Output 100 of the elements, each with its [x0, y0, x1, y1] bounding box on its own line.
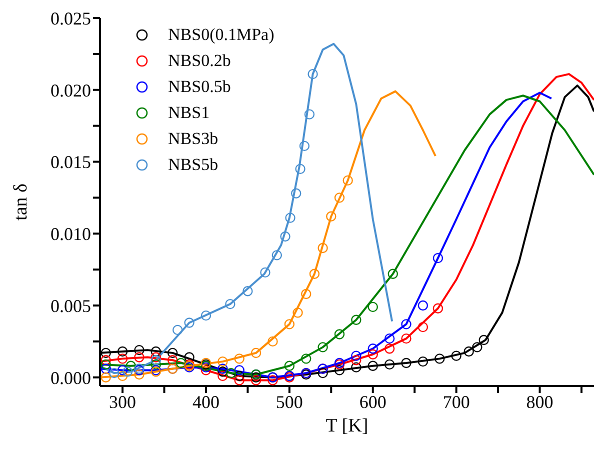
point	[418, 322, 428, 332]
point	[280, 231, 290, 242]
point	[308, 68, 318, 80]
point	[117, 370, 128, 382]
point	[418, 356, 428, 367]
point	[225, 298, 236, 310]
point	[268, 375, 278, 386]
point	[150, 355, 162, 366]
point	[117, 354, 128, 364]
point	[318, 342, 328, 352]
point	[318, 242, 328, 254]
point	[368, 302, 378, 312]
point	[172, 324, 183, 336]
point	[304, 109, 315, 120]
point	[150, 352, 162, 362]
legend-label: NBS0.5b	[168, 76, 231, 98]
point	[122, 366, 133, 377]
y-axis-title: tan δ	[10, 184, 32, 220]
point	[464, 346, 474, 357]
point	[184, 352, 194, 362]
legend-label: NBS5b	[168, 154, 218, 176]
point	[478, 334, 489, 346]
point	[351, 355, 362, 366]
point	[218, 366, 228, 377]
x-tick-label: 300	[109, 392, 136, 412]
point	[260, 267, 270, 278]
point	[117, 346, 128, 357]
point	[295, 164, 306, 174]
point	[134, 352, 144, 362]
point	[451, 350, 462, 361]
legend-label: NBS1	[168, 102, 210, 124]
legend-label: NBS3b	[168, 128, 218, 150]
y-tick-label: 0.000	[50, 368, 91, 388]
point	[100, 355, 111, 366]
y-tick-label: 0.015	[50, 152, 91, 172]
point	[384, 333, 395, 344]
point	[150, 346, 162, 357]
point	[334, 329, 345, 340]
point	[342, 175, 353, 186]
point	[126, 360, 136, 371]
point	[301, 354, 312, 364]
point	[351, 350, 362, 361]
point	[351, 314, 362, 325]
point	[284, 319, 295, 330]
point	[234, 375, 244, 386]
point	[472, 342, 482, 352]
x-tick-label: 500	[276, 392, 303, 412]
point	[184, 318, 194, 328]
point	[285, 212, 296, 223]
point	[226, 368, 236, 378]
point	[292, 308, 303, 318]
point	[117, 365, 128, 376]
point	[432, 252, 444, 264]
point	[368, 360, 378, 371]
x-tick-label: 700	[442, 392, 470, 412]
y-tick-label: 0.010	[50, 224, 91, 244]
point	[291, 188, 302, 198]
point	[434, 354, 445, 364]
point	[200, 365, 212, 376]
point	[242, 286, 253, 296]
y-tick-label: 0.020	[50, 80, 91, 100]
point	[109, 368, 120, 378]
point	[150, 359, 162, 370]
point	[384, 359, 395, 370]
point	[299, 140, 310, 152]
point	[334, 192, 345, 203]
point	[418, 300, 428, 311]
point	[234, 365, 244, 376]
point	[234, 370, 244, 382]
point	[388, 268, 398, 279]
point	[250, 348, 262, 358]
point	[301, 288, 312, 300]
point	[218, 370, 228, 382]
point	[100, 359, 111, 370]
point	[168, 348, 178, 358]
point	[368, 349, 378, 360]
point	[432, 303, 444, 314]
point	[100, 364, 111, 374]
point	[334, 365, 345, 376]
x-tick-label: 600	[359, 392, 386, 412]
point	[200, 310, 212, 321]
point	[168, 355, 178, 366]
point	[401, 333, 412, 344]
x-axis-title: T [K]	[326, 415, 368, 436]
point	[250, 372, 262, 382]
point	[100, 372, 111, 382]
x-tick-label: 400	[192, 392, 220, 412]
point	[134, 369, 144, 380]
point	[384, 344, 395, 354]
y-tick-label: 0.005	[50, 296, 91, 316]
point	[218, 356, 228, 367]
point	[100, 348, 111, 358]
point	[284, 360, 295, 371]
point	[250, 375, 262, 386]
point	[368, 344, 378, 354]
point	[318, 368, 328, 378]
legend-label: NBS0.2b	[168, 50, 231, 72]
point	[176, 358, 186, 368]
point	[351, 362, 362, 372]
point	[309, 268, 320, 279]
